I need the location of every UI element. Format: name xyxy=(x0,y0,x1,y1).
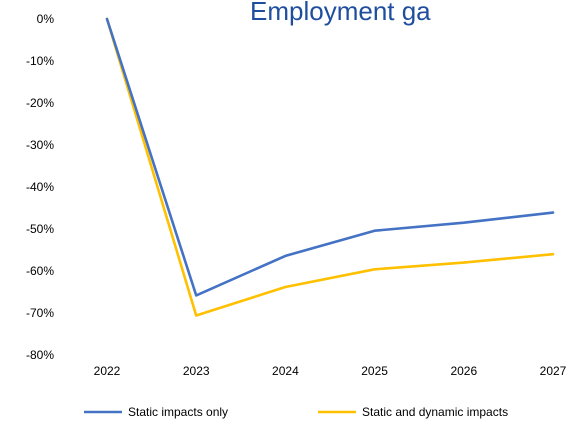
series-layer xyxy=(105,17,555,317)
x-tick-label: 2027 xyxy=(540,364,567,378)
y-tick-label: -60% xyxy=(26,264,54,278)
x-tick-label: 2026 xyxy=(450,364,477,378)
y-tick-label: 0% xyxy=(37,12,55,26)
x-tick-label: 2023 xyxy=(183,364,210,378)
y-tick-label: -70% xyxy=(26,306,54,320)
y-tick-label: -20% xyxy=(26,96,54,110)
series-line-static-dynamic xyxy=(105,17,555,317)
y-tick-label: -30% xyxy=(26,138,54,152)
x-tick-label: 2022 xyxy=(94,364,121,378)
legend: Static impacts only Static and dynamic im… xyxy=(84,405,508,419)
x-tick-label: 2024 xyxy=(272,364,299,378)
y-axis: 0% -10% -20% -30% -40% -50% -60% -70% -80% xyxy=(26,12,54,362)
y-tick-label: -50% xyxy=(26,222,54,236)
legend-label: Static impacts only xyxy=(128,405,228,419)
x-axis: 2022 2023 2024 2025 2026 2027 xyxy=(94,364,567,378)
series-line-static xyxy=(105,17,555,297)
y-tick-label: -80% xyxy=(26,348,54,362)
legend-label: Static and dynamic impacts xyxy=(362,405,508,419)
y-tick-label: -40% xyxy=(26,180,54,194)
chart-title: Employment ga xyxy=(250,0,431,26)
y-tick-label: -10% xyxy=(26,54,54,68)
x-tick-label: 2025 xyxy=(361,364,388,378)
